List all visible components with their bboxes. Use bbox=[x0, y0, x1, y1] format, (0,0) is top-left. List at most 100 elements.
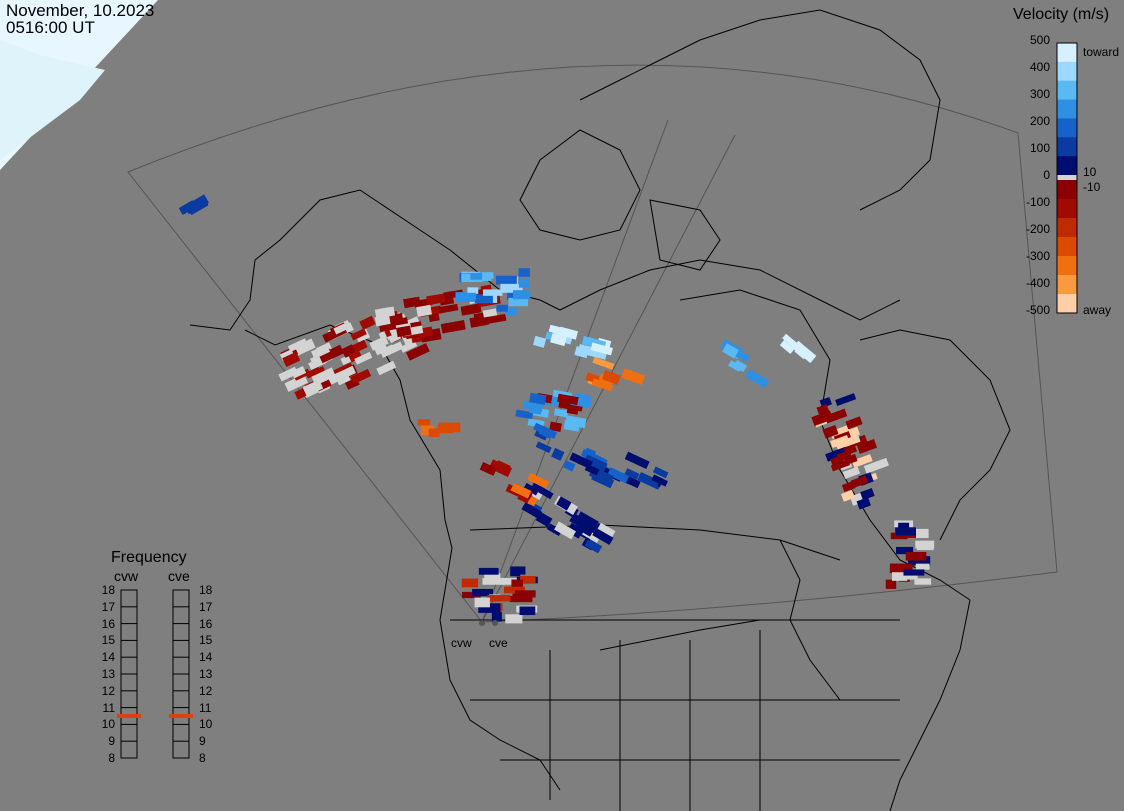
scatter-cluster bbox=[720, 339, 770, 389]
colorbar-title: Velocity (m/s) bbox=[1013, 6, 1110, 23]
scatter-cell bbox=[596, 522, 616, 540]
scatter-cell bbox=[779, 339, 795, 354]
site-cvw-marker bbox=[479, 620, 485, 626]
frequency-level-label: 14 bbox=[101, 650, 115, 665]
scatter-cluster bbox=[533, 324, 613, 360]
scatter-cell bbox=[890, 532, 908, 540]
scatter-cell bbox=[494, 460, 511, 476]
scatter-cell bbox=[396, 325, 412, 338]
colorbar-tick-label: 300 bbox=[1029, 87, 1050, 101]
scatter-cluster bbox=[417, 419, 461, 438]
colorbar-away-label: away bbox=[1083, 303, 1112, 317]
scatter-cell bbox=[515, 409, 534, 420]
colorbar-tick-label: -300 bbox=[1025, 249, 1050, 263]
scatter-cell bbox=[419, 326, 434, 338]
scatter-cell bbox=[841, 489, 855, 502]
scatter-cell bbox=[903, 569, 925, 576]
scatter-cell bbox=[482, 578, 506, 585]
frequency-level-label: 8 bbox=[199, 751, 206, 765]
colorbar-away-segment bbox=[1057, 275, 1077, 295]
frequency-level-label: 16 bbox=[199, 616, 213, 631]
site-label-cvw: cvw bbox=[451, 636, 472, 650]
frequency-level-label: 10 bbox=[199, 717, 213, 732]
colorbar-toward-label: toward bbox=[1083, 45, 1120, 59]
frequency-title: Frequency bbox=[111, 549, 187, 566]
scatter-cell bbox=[583, 454, 608, 473]
scatter-cell bbox=[484, 573, 501, 581]
scatter-cell bbox=[575, 522, 594, 537]
scatter-cell bbox=[626, 476, 641, 489]
scatter-cell bbox=[557, 393, 579, 406]
colorbar-away-segment bbox=[1057, 237, 1077, 257]
scatter-cluster bbox=[479, 459, 550, 507]
scatter-cluster bbox=[779, 333, 817, 364]
scatter-cell bbox=[374, 314, 391, 327]
scatter-cell bbox=[535, 441, 552, 454]
scatter-cell bbox=[914, 578, 932, 585]
scatter-cell bbox=[908, 556, 931, 566]
scatter-cell bbox=[737, 350, 750, 363]
scatter-cell bbox=[530, 482, 554, 500]
colorbar-tick-label: -200 bbox=[1025, 222, 1050, 236]
scatter-cell bbox=[482, 313, 507, 325]
scatter-cell bbox=[915, 540, 935, 549]
scatter-cell bbox=[825, 447, 847, 462]
freq-radar-cvw: cvw bbox=[114, 568, 139, 584]
frequency-level-label: 18 bbox=[101, 583, 115, 597]
scatter-cell bbox=[291, 365, 307, 379]
scatter-cell bbox=[850, 475, 869, 489]
colorbar-tick-label: 200 bbox=[1029, 114, 1050, 128]
scatter-cell bbox=[830, 434, 850, 449]
scatter-cell bbox=[438, 303, 459, 314]
scatter-cell bbox=[546, 523, 563, 536]
scatter-cell bbox=[819, 396, 832, 408]
scatter-cell bbox=[333, 321, 352, 335]
scatter-cell bbox=[287, 338, 308, 353]
frequency-level-label: 8 bbox=[108, 751, 115, 765]
scatter-cell bbox=[511, 579, 523, 590]
scatter-cell bbox=[482, 308, 498, 318]
scatter-cell bbox=[474, 597, 490, 608]
scatter-cell bbox=[518, 268, 530, 277]
scatter-cluster bbox=[461, 566, 538, 624]
scatter-cell bbox=[842, 466, 861, 479]
colorbar-toward-segment bbox=[1057, 80, 1077, 101]
colorbar-away-segment bbox=[1057, 218, 1077, 238]
scatter-cell bbox=[500, 577, 517, 585]
colorbar-ground-segment bbox=[1057, 175, 1077, 180]
frequency-level-label: 12 bbox=[199, 683, 213, 698]
scatter-cell bbox=[521, 502, 543, 519]
scatter-cell bbox=[533, 335, 547, 348]
scatter-cell bbox=[621, 368, 646, 385]
time-label: 0516:00 UT bbox=[6, 18, 95, 37]
scatter-cell bbox=[518, 278, 530, 288]
scatter-cell bbox=[461, 578, 479, 588]
scatter-cell bbox=[554, 521, 576, 540]
scatter-cell bbox=[284, 374, 309, 392]
scatter-cluster bbox=[533, 422, 632, 489]
scatter-cell bbox=[889, 563, 913, 574]
scatter-cell bbox=[566, 406, 579, 415]
scatter-cell bbox=[822, 424, 839, 439]
scatter-cell bbox=[529, 392, 547, 405]
scatter-cluster bbox=[516, 482, 616, 554]
scatter-cell bbox=[527, 472, 550, 489]
scatter-cell bbox=[500, 283, 523, 293]
scatter-cell bbox=[591, 378, 614, 392]
scatter-cell bbox=[624, 468, 640, 480]
scatter-cell bbox=[607, 467, 632, 485]
scatter-cell bbox=[282, 351, 301, 367]
colorbar-toward-segment bbox=[1057, 61, 1077, 82]
scatter-cell bbox=[440, 320, 466, 334]
frequency-level-label: 17 bbox=[101, 599, 115, 614]
scatter-cluster bbox=[885, 520, 935, 589]
frequency-level-label: 13 bbox=[101, 667, 115, 681]
frequency-level-label: 15 bbox=[199, 633, 213, 648]
frequency-level-label: 10 bbox=[101, 717, 115, 732]
colorbar-away-segment bbox=[1057, 256, 1077, 276]
frequency-level-label: 11 bbox=[199, 700, 212, 715]
scatter-cell bbox=[503, 586, 525, 594]
colorbar-tick-label: 400 bbox=[1029, 60, 1050, 74]
scatter-cell bbox=[400, 340, 418, 353]
scatter-cell bbox=[473, 272, 494, 279]
